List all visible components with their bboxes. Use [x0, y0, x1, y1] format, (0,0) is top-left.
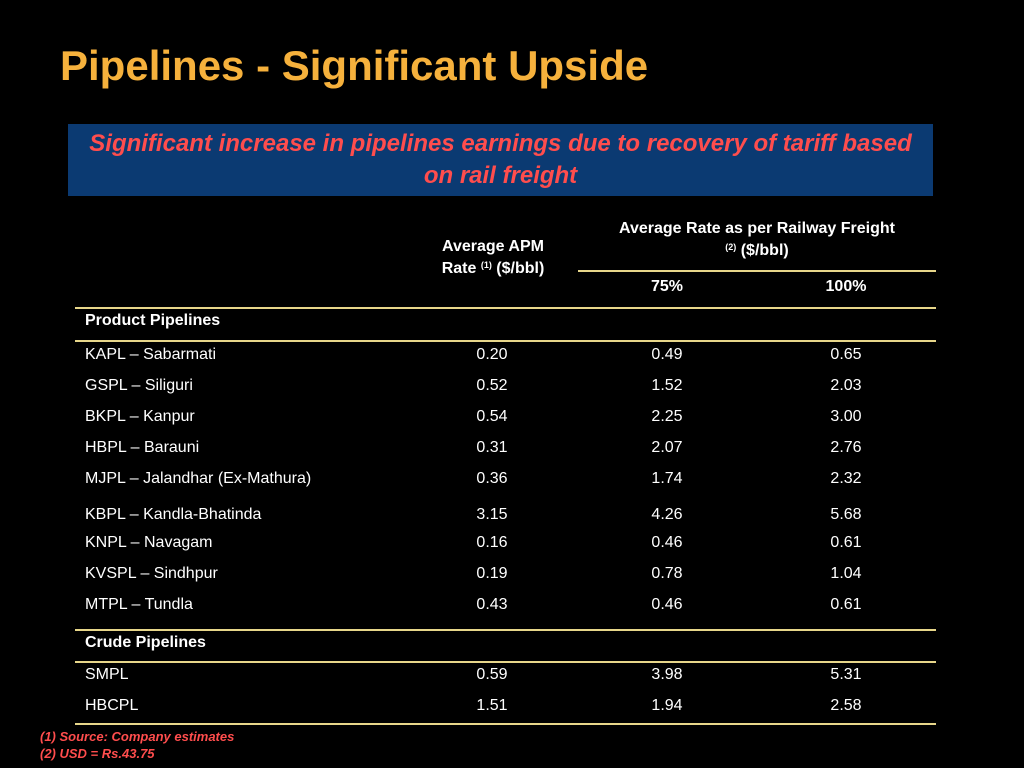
header-col-75: 75%: [650, 278, 684, 295]
rate-100: 0.61: [830, 596, 862, 613]
rate-100: 2.76: [830, 439, 862, 456]
apm-rate: 0.36: [476, 470, 508, 487]
apm-rate: 0.16: [476, 534, 508, 551]
pipeline-name: MTPL – Tundla: [85, 596, 193, 613]
header-apm-footnote-ref: (1): [480, 260, 492, 270]
header-railway-unit: ($/bbl): [736, 242, 789, 259]
rate-100: 2.58: [830, 697, 862, 714]
rate-75: 1.52: [651, 377, 683, 394]
rate-100: 0.61: [830, 534, 862, 551]
header-col-100: 100%: [825, 278, 867, 295]
rate-100: 2.32: [830, 470, 862, 487]
rate-75: 2.25: [651, 408, 683, 425]
header-apm-unit: ($/bbl): [491, 260, 545, 277]
pipeline-name: HBCPL: [85, 697, 139, 714]
header-divider: [75, 307, 936, 309]
section-divider: [75, 340, 936, 342]
pipeline-name: KVSPL – Sindhpur: [85, 565, 218, 582]
apm-rate: 0.52: [476, 377, 508, 394]
table-bottom-border: [75, 723, 936, 725]
rate-75: 0.46: [651, 596, 683, 613]
header-group-divider: [578, 270, 936, 272]
rate-75: 2.07: [651, 439, 683, 456]
apm-rate: 0.31: [476, 439, 508, 456]
rate-100: 5.31: [830, 666, 862, 683]
apm-rate: 0.19: [476, 565, 508, 582]
rate-75: 3.98: [651, 666, 683, 683]
rate-100: 5.68: [830, 506, 862, 523]
header-railway-line2: (2) ($/bbl): [578, 238, 936, 260]
rate-100: 1.04: [830, 565, 862, 582]
section-product-pipelines: Product Pipelines: [85, 312, 221, 329]
banner-text: Significant increase in pipelines earnin…: [89, 130, 912, 189]
rate-100: 3.00: [830, 408, 862, 425]
pipeline-name: KAPL – Sabarmati: [85, 346, 217, 363]
apm-rate: 0.43: [476, 596, 508, 613]
apm-rate: 1.51: [476, 697, 508, 714]
apm-rate: 0.54: [476, 408, 508, 425]
rate-75: 0.78: [651, 565, 683, 582]
header-apm-line2: Rate (1) ($/bbl): [418, 256, 568, 278]
pipeline-name: KNPL – Navagam: [85, 534, 213, 551]
pipeline-name: SMPL: [85, 666, 129, 683]
pipeline-name: KBPL – Kandla-Bhatinda: [85, 506, 262, 523]
header-apm-rate: Average APM Rate (1) ($/bbl): [418, 238, 568, 278]
rate-75: 0.49: [651, 346, 683, 363]
footnote-source: (1) Source: Company estimates: [40, 729, 235, 744]
header-apm-rate-label: Rate: [441, 260, 481, 277]
section-divider: [75, 629, 936, 631]
page-title: Pipelines - Significant Upside: [60, 42, 649, 89]
rate-75: 0.46: [651, 534, 683, 551]
rate-100: 0.65: [830, 346, 862, 363]
footnote-currency: (2) USD = Rs.43.75: [40, 746, 155, 761]
pipeline-name: GSPL – Siliguri: [85, 377, 193, 394]
rate-100: 2.03: [830, 377, 862, 394]
pipeline-name: HBPL – Barauni: [85, 439, 200, 456]
apm-rate: 0.20: [476, 346, 508, 363]
section-crude-pipelines: Crude Pipelines: [85, 634, 206, 651]
header-railway-freight: Average Rate as per Railway Freight (2) …: [578, 220, 936, 260]
rate-75: 1.94: [651, 697, 683, 714]
apm-rate: 0.59: [476, 666, 508, 683]
highlight-banner: Significant increase in pipelines earnin…: [68, 124, 933, 196]
section-divider: [75, 661, 936, 663]
rate-75: 1.74: [651, 470, 683, 487]
apm-rate: 3.15: [476, 506, 508, 523]
header-apm-line1: Average APM: [442, 238, 544, 255]
header-railway-footnote-ref: (2): [725, 242, 737, 252]
pipeline-name: BKPL – Kanpur: [85, 408, 195, 425]
header-railway-line1: Average Rate as per Railway Freight: [619, 220, 895, 237]
rate-75: 4.26: [651, 506, 683, 523]
pipeline-name: MJPL – Jalandhar (Ex-Mathura): [85, 470, 312, 487]
